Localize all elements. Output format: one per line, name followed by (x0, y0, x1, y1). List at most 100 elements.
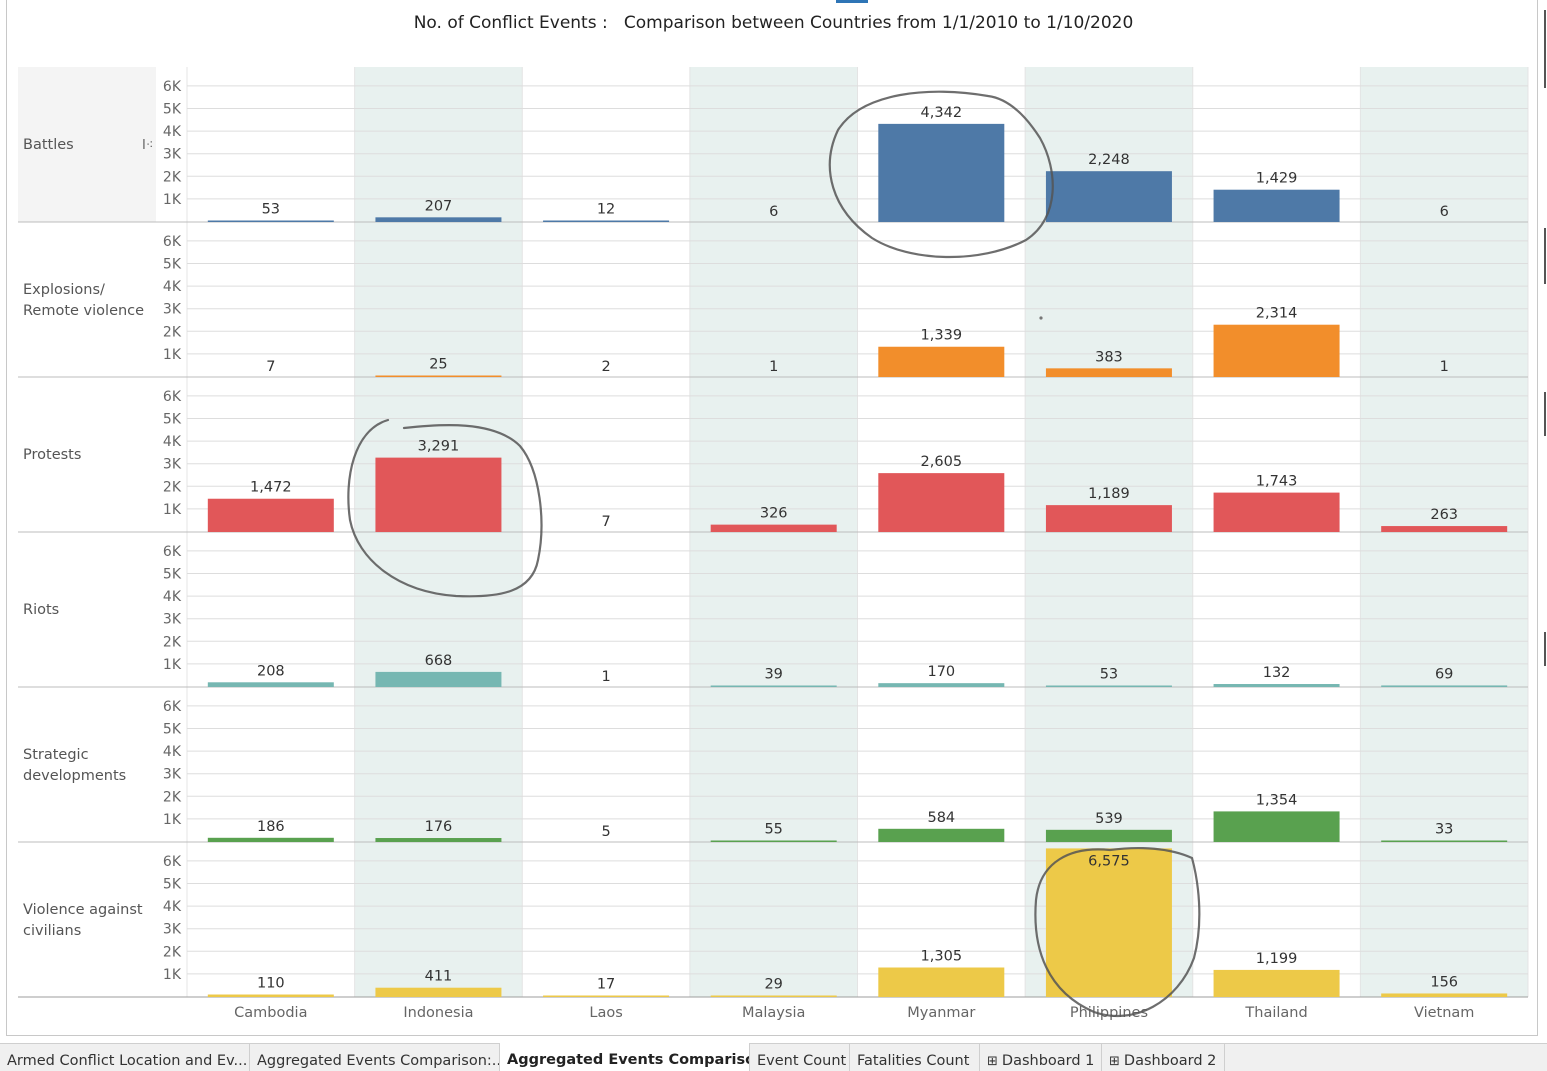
data-label: 1,305 (921, 949, 963, 965)
bar-thailand (1213, 811, 1340, 842)
y-tick-label: 4K (163, 124, 182, 140)
bar-malaysia (710, 995, 837, 997)
data-label: 2 (601, 359, 610, 375)
bar-cambodia (207, 994, 334, 997)
y-tick-label: 4K (163, 279, 182, 295)
data-label: 12 (597, 202, 615, 218)
sheet-tab-fatalities-count[interactable]: Fatalities Count (850, 1044, 980, 1071)
y-tick-label: 5K (163, 412, 182, 428)
data-label: 1 (1440, 359, 1449, 375)
bar-vietnam (1381, 993, 1508, 997)
data-label: 207 (425, 198, 453, 214)
sheet-tab-dashboard-1[interactable]: ⊞ Dashboard 1 (980, 1044, 1102, 1071)
data-label: 208 (257, 663, 285, 679)
data-label: 1 (601, 669, 610, 685)
bar-myanmar (878, 123, 1005, 222)
data-label: 2,248 (1088, 152, 1130, 168)
bar-indonesia (375, 987, 502, 997)
bar-philippines (1045, 368, 1172, 377)
annotation-circle (828, 90, 1054, 259)
data-label: 6 (1440, 204, 1449, 220)
y-tick-label: 3K (163, 147, 182, 163)
sheet-tab-label: Dashboard 2 (1123, 1053, 1217, 1069)
row-header-highlight (18, 67, 156, 222)
y-tick-label: 1K (163, 812, 182, 828)
row-label-strategic-developments: Strategic (23, 747, 89, 763)
bar-cambodia (207, 220, 334, 222)
sheet-tab-armed-conflict-location-and-ev[interactable]: Armed Conflict Location and Ev... (0, 1044, 250, 1071)
bar-myanmar (878, 828, 1005, 842)
y-tick-label: 3K (163, 612, 182, 628)
data-label: 1,743 (1256, 474, 1298, 490)
bar-thailand (1213, 492, 1340, 532)
annotation-circle (1034, 846, 1201, 1018)
bar-laos (543, 220, 670, 222)
chart-title: No. of Conflict Events : Comparison betw… (413, 13, 1134, 33)
y-tick-label: 2K (163, 789, 182, 805)
sheet-tab-label: Armed Conflict Location and Ev... (7, 1053, 248, 1069)
sheet-tab-event-count[interactable]: Event Count (750, 1044, 850, 1071)
y-tick-label: 2K (163, 479, 182, 495)
y-tick-label: 3K (163, 922, 182, 938)
sheet-tab-label: Event Count (757, 1053, 847, 1069)
bar-indonesia (375, 838, 502, 842)
data-label: 6,575 (1088, 853, 1130, 869)
data-label: 33 (1435, 822, 1453, 838)
bar-vietnam (1381, 685, 1508, 687)
y-tick-label: 6K (163, 544, 182, 560)
bar-cambodia (207, 498, 334, 532)
data-labels: 53 207 12 6 4,342 2,248 1,429 6 7 25 2 1 1,339 383 2,3… (250, 105, 1458, 993)
data-label: 668 (425, 653, 453, 669)
y-tick-label: 3K (163, 302, 182, 318)
y-tick-label: 5K (163, 722, 182, 738)
data-label: 263 (1430, 507, 1458, 523)
bar-indonesia (375, 457, 502, 532)
selection-indicator (836, 0, 868, 3)
sheet-tab-aggregated-events-comparison[interactable]: Aggregated Events Comparison:... (250, 1044, 500, 1071)
data-label: 39 (764, 667, 782, 683)
annotation-dot (1039, 316, 1043, 320)
data-label: 1,429 (1256, 171, 1298, 187)
bar-thailand (1213, 684, 1340, 687)
data-label: 55 (764, 822, 782, 838)
data-label: 1,189 (1088, 486, 1130, 502)
category-label-thailand: Thailand (1244, 1005, 1307, 1021)
data-label: 2,314 (1256, 306, 1298, 322)
bar-cambodia (207, 837, 334, 842)
sheet-tab-label: Fatalities Count (857, 1053, 970, 1069)
y-tick-label: 2K (163, 324, 182, 340)
sheet-tab-aggregated-events-compariso[interactable]: Aggregated Events Compariso... (500, 1043, 750, 1071)
data-label: 539 (1095, 811, 1123, 827)
y-tick-label: 5K (163, 877, 182, 893)
data-label: 1,472 (250, 480, 292, 496)
data-label: 3,291 (418, 439, 460, 455)
y-tick-label: 5K (163, 567, 182, 583)
data-label: 383 (1095, 349, 1123, 365)
y-tick-label: 6K (163, 699, 182, 715)
bar-indonesia (375, 217, 502, 222)
right-scroll-rail[interactable] (1542, 0, 1547, 1036)
y-axis-ticks: 1K 2K 3K 4K 5K 6K 1K 2K 3K 4K 5K 6K 1K 2K 3K 4K 5K 6K 1K 2K… (163, 79, 182, 983)
y-tick-label: 2K (163, 944, 182, 960)
category-label-vietnam: Vietnam (1414, 1005, 1474, 1021)
data-label: 176 (425, 819, 453, 835)
y-tick-label: 3K (163, 457, 182, 473)
bar-vietnam (1381, 526, 1508, 532)
y-tick-label: 4K (163, 589, 182, 605)
category-label-cambodia: Cambodia (234, 1005, 307, 1021)
data-label: 170 (927, 664, 955, 680)
data-label: 186 (257, 819, 285, 835)
data-label: 53 (262, 202, 280, 218)
y-tick-label: 4K (163, 434, 182, 450)
bar-philippines (1045, 171, 1172, 222)
sheet-tab-dashboard-2[interactable]: ⊞ Dashboard 2 (1102, 1044, 1225, 1071)
data-label: 132 (1263, 665, 1291, 681)
y-tick-label: 1K (163, 192, 182, 208)
bar-laos (543, 995, 670, 997)
data-label: 1 (769, 359, 778, 375)
row-label-battles: Battles (23, 137, 74, 153)
bar-philippines (1045, 505, 1172, 532)
bar-myanmar (878, 967, 1005, 997)
bar-thailand (1213, 969, 1340, 997)
bars (207, 123, 1508, 997)
